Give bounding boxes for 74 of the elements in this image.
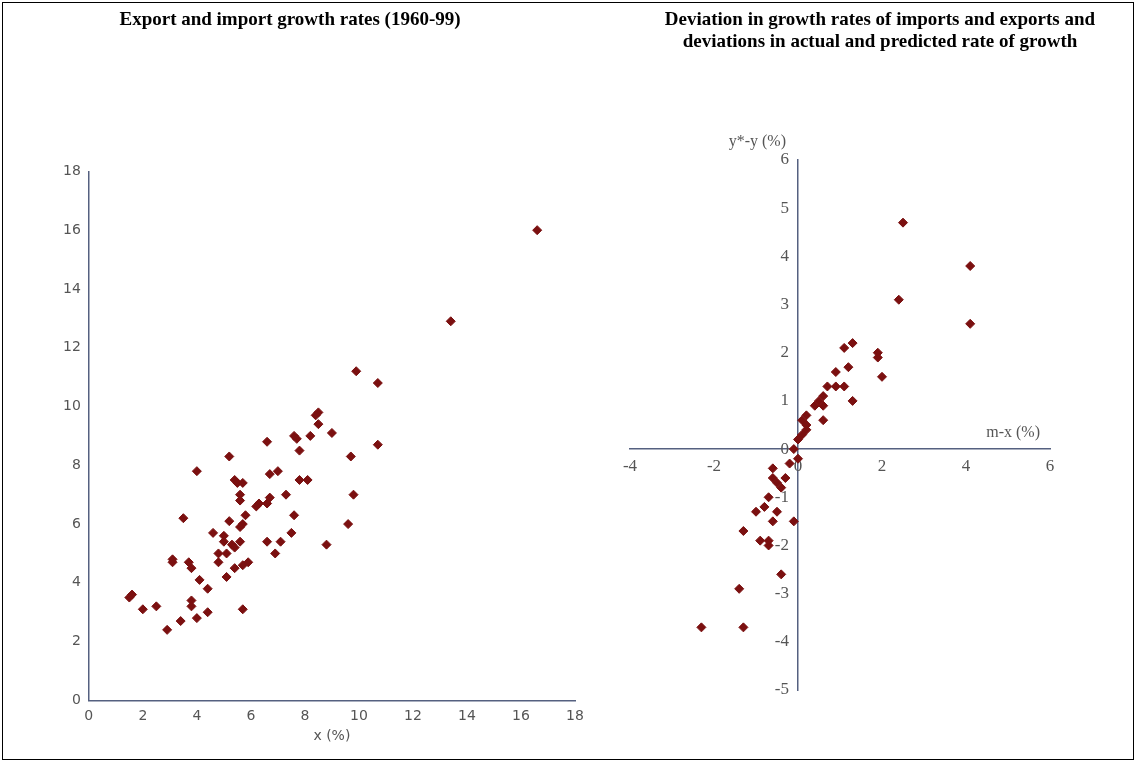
y-tick-label: 2: [71, 632, 81, 649]
point: [759, 501, 770, 512]
point: [847, 395, 858, 406]
x-tick-label: 2: [138, 707, 148, 724]
point: [767, 516, 778, 527]
point: [763, 492, 774, 503]
point: [893, 294, 904, 305]
point: [830, 381, 841, 392]
y-tick-label: -5: [774, 679, 789, 699]
y-tick-label: 10: [62, 397, 81, 414]
y-axis-title: y*-y (%): [728, 132, 786, 151]
y-tick-label: 0: [71, 691, 81, 708]
y-tick-label: 16: [62, 220, 81, 237]
point: [843, 362, 854, 373]
x-tick-label: 14: [458, 707, 476, 724]
x-tick-label: 18: [566, 707, 584, 724]
point: [788, 444, 799, 455]
point: [898, 217, 908, 228]
y-tick-label: 3: [780, 294, 789, 314]
point: [793, 434, 803, 445]
x-tick-label: 12: [404, 707, 422, 724]
y-tick-label: 4: [71, 573, 81, 590]
point: [738, 622, 749, 633]
x-tick-label: -4: [622, 456, 638, 476]
point: [809, 400, 820, 411]
point: [839, 342, 850, 353]
x-tick-label: 0: [84, 707, 94, 724]
x-tick-label: 6: [1045, 456, 1055, 476]
point: [767, 463, 778, 474]
y-tick-label: 5: [780, 197, 789, 217]
x-tick-label: 4: [192, 707, 202, 724]
point: [965, 318, 976, 329]
point: [755, 535, 766, 546]
point: [751, 506, 761, 517]
x-tick-label: 8: [300, 707, 310, 724]
x-tick-label: 4: [961, 456, 971, 476]
y-tick-label: 1: [780, 390, 789, 410]
x-axis-title: x (%): [313, 727, 351, 744]
x-tick-label: -2: [706, 456, 722, 476]
point: [830, 367, 841, 377]
point: [818, 400, 829, 411]
y-tick-label: -1: [774, 486, 789, 506]
y-tick-label: 6: [780, 149, 789, 169]
point: [738, 526, 749, 536]
point: [797, 429, 808, 440]
point: [847, 338, 858, 349]
point: [839, 381, 850, 392]
chart-title: Export and import growth rates (1960-99): [118, 8, 462, 30]
point: [784, 458, 795, 469]
x-tick-label: 16: [512, 707, 530, 724]
y-tick-label: 4: [780, 245, 790, 265]
x-tick-label: 10: [350, 707, 368, 724]
point: [965, 261, 976, 271]
y-tick-label: 6: [71, 514, 81, 531]
point: [696, 622, 707, 633]
y-tick-label: -3: [774, 583, 789, 603]
point: [822, 381, 833, 392]
x-tick-label: 6: [246, 707, 256, 724]
x-tick-label: 2: [877, 456, 887, 476]
y-tick-label: -2: [774, 534, 789, 554]
point: [788, 516, 799, 527]
point: [818, 415, 829, 426]
y-tick-label: 12: [62, 338, 81, 355]
point: [772, 506, 782, 517]
x-axis-title: m-x (%): [986, 423, 1040, 442]
y-tick-label: 18: [62, 162, 81, 179]
point: [776, 569, 787, 580]
y-tick-label: 14: [62, 279, 81, 296]
point: [734, 583, 745, 594]
y-tick-label: -4: [774, 631, 790, 651]
y-tick-label: 2: [780, 342, 789, 362]
point: [780, 473, 791, 483]
chart-title: Deviation in growth rates of imports and exports and deviations in actual and predicted rate of growth: [663, 8, 1097, 52]
point: [877, 371, 887, 382]
